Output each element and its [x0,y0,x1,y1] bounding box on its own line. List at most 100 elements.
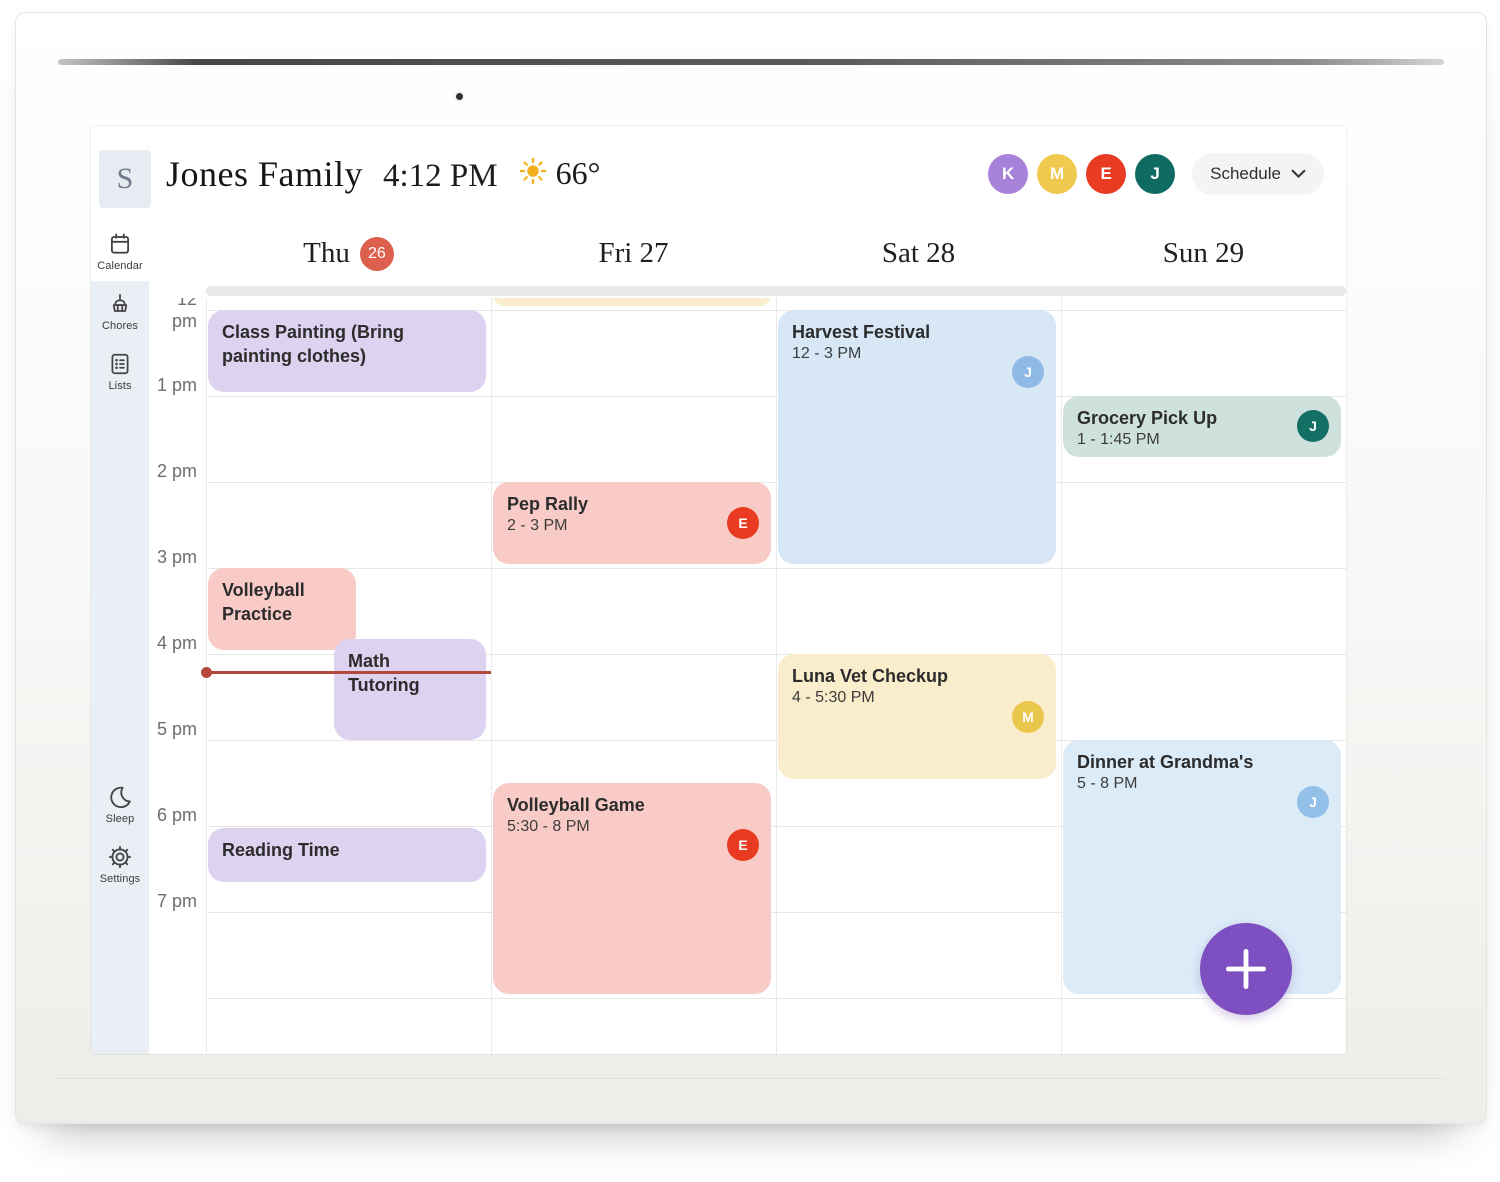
time-label: 3 pm [156,547,197,567]
event-avatar-e: E [727,829,759,861]
hour-gridline [206,654,1346,655]
list-icon [107,351,133,377]
event-time: 4 - 5:30 PM [792,689,875,707]
sidebar-item-settings[interactable]: Settings [91,834,149,894]
hour-gridline [206,310,1346,311]
event-title: Math Tutoring [348,650,420,695]
event-time: 5 - 8 PM [1077,775,1138,793]
sun-icon [518,156,548,191]
event-title: Pep Rally [507,494,589,514]
gear-icon [107,844,133,870]
day-header-fri: Fri 27 [491,221,776,286]
chevron-down-icon [1291,169,1306,179]
weather: 66° [518,154,601,192]
sidebar-item-label: Lists [108,380,132,392]
week-grid: 12 pm 1 pm 2 pm 3 pm 4 pm 5 pm 6 pm 7 pm Class P… [149,298,1346,1054]
current-time-dot [201,667,212,679]
event-pep-rally[interactable]: Pep Rally 2 - 3 PM E [493,482,771,564]
view-selector-dropdown[interactable]: Schedule [1192,152,1324,195]
event-title: Volleyball Practice [222,580,305,625]
time-label: 5 pm [156,719,197,739]
event-title: Harvest Festival [792,322,931,342]
column-separator [776,298,777,1054]
page-title: Jones Family [166,153,364,194]
frame-molding-line [56,1078,1446,1079]
moon-icon [107,784,133,810]
day-name: Fri 27 [598,237,669,269]
event-volleyball-practice[interactable]: Volleyball Practice [208,568,356,650]
event-partial[interactable] [493,298,771,306]
event-title: Volleyball Game [507,795,645,815]
time-label: 2 pm [156,461,197,481]
sidebar-item-label: Calendar [97,260,143,272]
sidebar-item-calendar[interactable]: Calendar [91,221,149,281]
broom-icon [107,291,133,317]
day-header-thu: Thu 26 [206,221,491,286]
event-title: Reading Time [222,839,340,860]
temperature: 66° [555,154,601,191]
header-divider-bar [206,286,1346,296]
sidebar-item-label: Settings [99,873,141,885]
hour-gridline [206,912,1346,913]
profile-avatar-e[interactable]: E [1086,153,1127,194]
profile-avatar-j[interactable]: J [1135,153,1176,194]
event-title: Class Painting (Bring painting clothes) [222,322,405,367]
hour-gridline [206,482,1346,483]
sidebar-item-chores[interactable]: Chores [91,281,149,341]
event-luna-vet-checkup[interactable]: Luna Vet Checkup 4 - 5:30 PM M [778,654,1056,779]
profile-avatar-m[interactable]: M [1037,153,1078,194]
event-avatar-m: M [1012,700,1044,733]
day-name: Thu [303,237,350,269]
day-header-row: Thu 26 Fri 27 Sat 28 Sun 29 [149,221,1346,286]
profile-avatar-k[interactable]: K [988,153,1029,194]
event-grocery-pick-up[interactable]: Grocery Pick Up 1 - 1:45 PM J [1063,396,1341,457]
time-label: 1 pm [156,375,197,395]
event-dinner-at-grandma-s[interactable]: Dinner at Grandma's 5 - 8 PM J [1063,740,1341,994]
day-name: Sun 29 [1162,237,1245,269]
hour-gridline [206,998,1346,999]
day-header-sat: Sat 28 [776,221,1061,286]
day-name: Sat 28 [881,237,956,269]
event-time: 2 - 3 PM [507,517,568,535]
hour-gridline [206,740,1346,741]
skylight-logo: S [99,150,151,208]
plus-icon [1222,945,1270,993]
sidebar-item-label: Chores [101,320,139,332]
time-label: 4 pm [156,633,197,653]
event-time: 5:30 - 8 PM [507,818,590,836]
current-time-line [206,671,491,674]
event-time: 1 - 1:45 PM [1077,431,1160,449]
today-date-badge: 26 [359,236,394,271]
event-avatar-j: J [1297,786,1329,818]
sidebar: Calendar Chores Lists Sleep Settings [91,221,149,1054]
time-label: 6 pm [156,805,197,825]
event-time: 12 - 3 PM [792,345,862,363]
frame-molding-line [68,1092,1434,1093]
add-event-button[interactable] [1200,923,1292,1015]
event-math-tutoring[interactable]: Math Tutoring [334,638,486,741]
day-header-sun: Sun 29 [1061,221,1346,286]
column-separator [1061,298,1062,1054]
event-volleyball-game[interactable]: Volleyball Game 5:30 - 8 PM E [493,783,771,994]
event-harvest-festival[interactable]: Harvest Festival 12 - 3 PM J [778,310,1056,564]
event-title: Grocery Pick Up [1077,408,1218,428]
time-label: 7 pm [156,891,197,911]
event-reading-time[interactable]: Reading Time [208,827,486,883]
sidebar-item-lists[interactable]: Lists [91,341,149,401]
column-separator [491,298,492,1054]
camera-icon [456,93,463,100]
calendar-main: Thu 26 Fri 27 Sat 28 Sun 29 12 pm 1 pm 2 pm 3 p… [149,221,1346,1054]
event-class-painting-bring-painting-clothes[interactable]: Class Painting (Bring painting clothes) [208,310,486,392]
hour-gridline [206,396,1346,397]
sidebar-item-label: Sleep [105,813,135,825]
clock: 4:12 PM [383,157,498,194]
sidebar-item-sleep[interactable]: Sleep [91,774,149,834]
view-selector-label: Schedule [1210,163,1281,183]
hour-gridline [206,826,1346,827]
frame-top-slot [58,59,1444,65]
